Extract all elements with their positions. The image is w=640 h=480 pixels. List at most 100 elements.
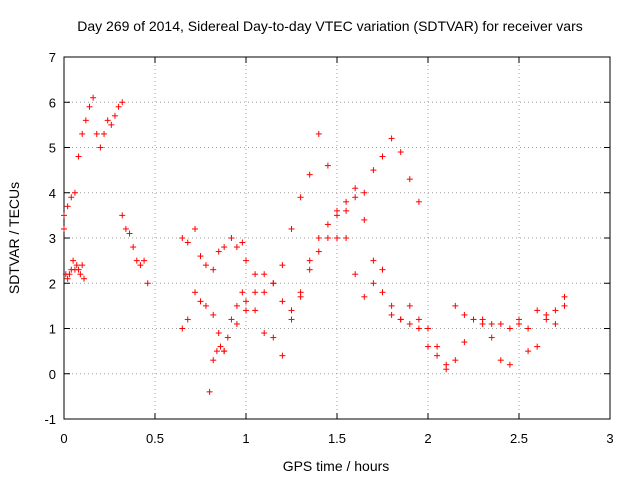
data-point (104, 117, 111, 124)
y-tick-label: 6 (49, 95, 56, 110)
data-point (288, 307, 295, 314)
data-point (434, 343, 441, 350)
x-tick-label: 0.5 (146, 431, 164, 446)
data-point (506, 325, 513, 332)
data-point (288, 316, 295, 323)
data-point (261, 289, 268, 296)
data-point (82, 117, 89, 124)
data-point (215, 248, 222, 255)
x-tick-label: 3 (606, 431, 613, 446)
data-point (122, 225, 129, 232)
data-point (233, 320, 240, 327)
data-point (397, 149, 404, 156)
data-point (334, 207, 340, 214)
data-point (534, 307, 541, 314)
data-point (306, 266, 313, 273)
data-point (184, 316, 191, 323)
data-point (470, 316, 477, 323)
y-tick-label: -1 (44, 412, 56, 427)
data-point (68, 194, 75, 201)
data-point (252, 289, 259, 296)
data-point (224, 334, 231, 341)
data-point (233, 244, 240, 251)
data-point (97, 144, 104, 151)
data-point (119, 99, 126, 106)
data-point (343, 198, 350, 205)
data-point (297, 194, 304, 201)
data-point (461, 311, 468, 318)
data-point (215, 330, 222, 337)
data-point (434, 352, 441, 359)
data-point (288, 225, 295, 232)
data-point (75, 153, 82, 160)
data-point (233, 302, 240, 309)
data-point (561, 293, 568, 300)
data-point (361, 189, 368, 196)
data-point (379, 289, 386, 296)
x-tick-label: 2 (424, 431, 431, 446)
data-point (75, 266, 82, 273)
data-point (73, 262, 80, 269)
y-tick-label: 2 (49, 276, 56, 291)
data-point (315, 248, 322, 255)
data-point (119, 212, 126, 219)
data-point (324, 235, 331, 241)
data-point (243, 298, 249, 305)
data-point (243, 257, 249, 264)
data-point (497, 357, 504, 364)
data-point (343, 207, 350, 214)
data-point (210, 266, 217, 273)
data-point (406, 320, 413, 327)
data-point (64, 203, 71, 210)
data-point (415, 325, 422, 332)
data-point (64, 275, 71, 282)
data-point (406, 302, 413, 309)
data-point (197, 298, 204, 305)
data-point (228, 235, 235, 241)
data-point (370, 167, 377, 174)
data-point (217, 343, 224, 350)
data-point (61, 212, 67, 219)
data-point (79, 130, 86, 137)
data-point (141, 257, 148, 264)
data-points (61, 94, 568, 395)
data-point (261, 271, 268, 278)
data-point (213, 348, 220, 355)
data-point (192, 225, 199, 232)
data-point (561, 302, 568, 309)
data-point (452, 302, 459, 309)
data-point (343, 235, 350, 241)
data-point (71, 189, 78, 196)
data-point (144, 280, 151, 287)
x-axis-label: GPS time / hours (283, 458, 390, 474)
data-point (379, 266, 386, 273)
data-point (315, 130, 322, 137)
data-point (130, 244, 137, 251)
data-point (93, 130, 100, 137)
data-point (279, 262, 286, 269)
x-tick-labels: 0 0.5 1 1.5 2 2.5 3 (60, 431, 613, 446)
data-point (270, 334, 277, 341)
data-point (388, 135, 395, 142)
data-point (361, 216, 368, 223)
data-point (192, 289, 199, 296)
data-point (239, 239, 246, 246)
data-point (306, 257, 313, 264)
data-point (352, 194, 359, 201)
data-point (137, 262, 144, 269)
data-point (415, 198, 422, 205)
data-point (77, 271, 84, 278)
data-point (352, 185, 359, 192)
y-tick-label: 4 (49, 186, 56, 201)
data-point (79, 262, 86, 269)
data-point (108, 121, 115, 128)
data-point (452, 357, 459, 364)
data-point (506, 361, 513, 368)
y-tick-label: 5 (49, 141, 56, 156)
data-point (415, 316, 422, 323)
x-tick-label: 1.5 (328, 431, 346, 446)
data-point (361, 293, 368, 300)
data-point (66, 271, 73, 278)
data-point (279, 352, 286, 359)
data-point (552, 320, 559, 327)
